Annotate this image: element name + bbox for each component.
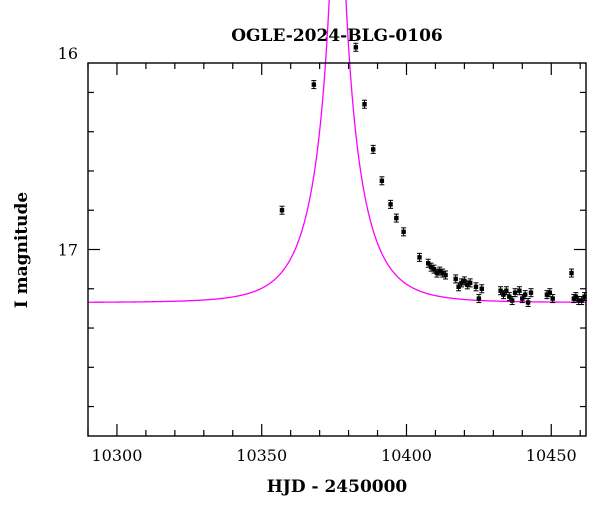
point-marker <box>417 255 422 260</box>
data-point <box>528 288 534 298</box>
point-marker <box>311 82 317 87</box>
data-point <box>550 294 556 304</box>
point-marker <box>504 288 509 293</box>
data-point <box>479 284 485 294</box>
y-axis-label: I magnitude <box>12 192 32 309</box>
point-marker <box>401 229 406 235</box>
point-marker <box>370 147 376 152</box>
point-marker <box>462 278 467 284</box>
data-point <box>443 270 449 280</box>
data-point <box>516 286 522 296</box>
x-tick-label: 10450 <box>526 446 577 465</box>
data-point <box>473 282 479 292</box>
data-point <box>379 176 385 186</box>
point-marker <box>279 208 285 213</box>
point-marker <box>431 266 437 272</box>
point-marker <box>428 264 434 270</box>
point-marker <box>550 296 555 301</box>
point-marker <box>582 294 587 299</box>
point-marker <box>501 292 506 297</box>
point-marker <box>509 298 515 303</box>
point-marker <box>544 292 550 297</box>
x-tick-label: 10400 <box>381 446 432 465</box>
point-marker <box>437 268 442 274</box>
plot-area <box>87 62 587 437</box>
x-tick-label: 10350 <box>236 446 287 465</box>
point-marker <box>388 202 393 207</box>
data-point <box>503 286 509 296</box>
point-marker <box>434 270 440 276</box>
point-marker <box>426 261 431 266</box>
point-marker <box>353 45 359 50</box>
data-point <box>401 227 407 237</box>
data-point <box>569 268 575 278</box>
point-marker <box>525 300 531 305</box>
point-marker <box>520 296 525 301</box>
y-tick-label: 16 <box>58 44 78 63</box>
point-marker <box>569 270 574 276</box>
point-marker <box>465 282 470 288</box>
chart-title: OGLE-2024-BLG-0106 <box>231 26 443 46</box>
data-point <box>431 264 437 274</box>
data-point <box>512 288 518 298</box>
point-marker <box>517 288 522 293</box>
data-point <box>370 144 376 154</box>
point-marker <box>443 272 448 278</box>
data-point <box>362 99 368 109</box>
data-point <box>393 213 399 223</box>
point-marker <box>379 178 385 183</box>
data-point <box>437 266 443 276</box>
data-point <box>417 252 423 262</box>
point-marker <box>507 294 512 299</box>
point-marker <box>473 284 479 289</box>
point-marker <box>453 276 458 282</box>
point-marker <box>579 298 584 303</box>
y-tick-label: 17 <box>58 241 78 260</box>
model-curve <box>88 0 586 303</box>
point-marker <box>547 290 553 295</box>
point-marker <box>522 292 528 297</box>
data-point <box>467 278 473 288</box>
point-marker <box>476 296 482 301</box>
point-marker <box>459 280 464 286</box>
point-marker <box>467 280 473 286</box>
data-point <box>353 42 359 52</box>
x-axis-label: HJD - 2450000 <box>267 477 408 497</box>
data-point <box>453 274 459 284</box>
point-marker <box>479 286 484 291</box>
point-marker <box>498 288 503 293</box>
data-point <box>311 80 317 90</box>
point-marker <box>576 298 581 303</box>
point-marker <box>440 270 445 276</box>
point-marker <box>512 290 518 295</box>
data-point <box>476 294 482 304</box>
point-marker <box>456 284 461 289</box>
data-point <box>579 296 585 306</box>
point-marker <box>394 215 399 221</box>
data-point <box>388 199 394 209</box>
x-tick-label: 10300 <box>92 446 143 465</box>
data-point <box>525 298 531 308</box>
point-marker <box>573 294 579 299</box>
point-marker <box>528 290 534 295</box>
data-point <box>279 205 285 215</box>
point-marker <box>362 102 367 107</box>
